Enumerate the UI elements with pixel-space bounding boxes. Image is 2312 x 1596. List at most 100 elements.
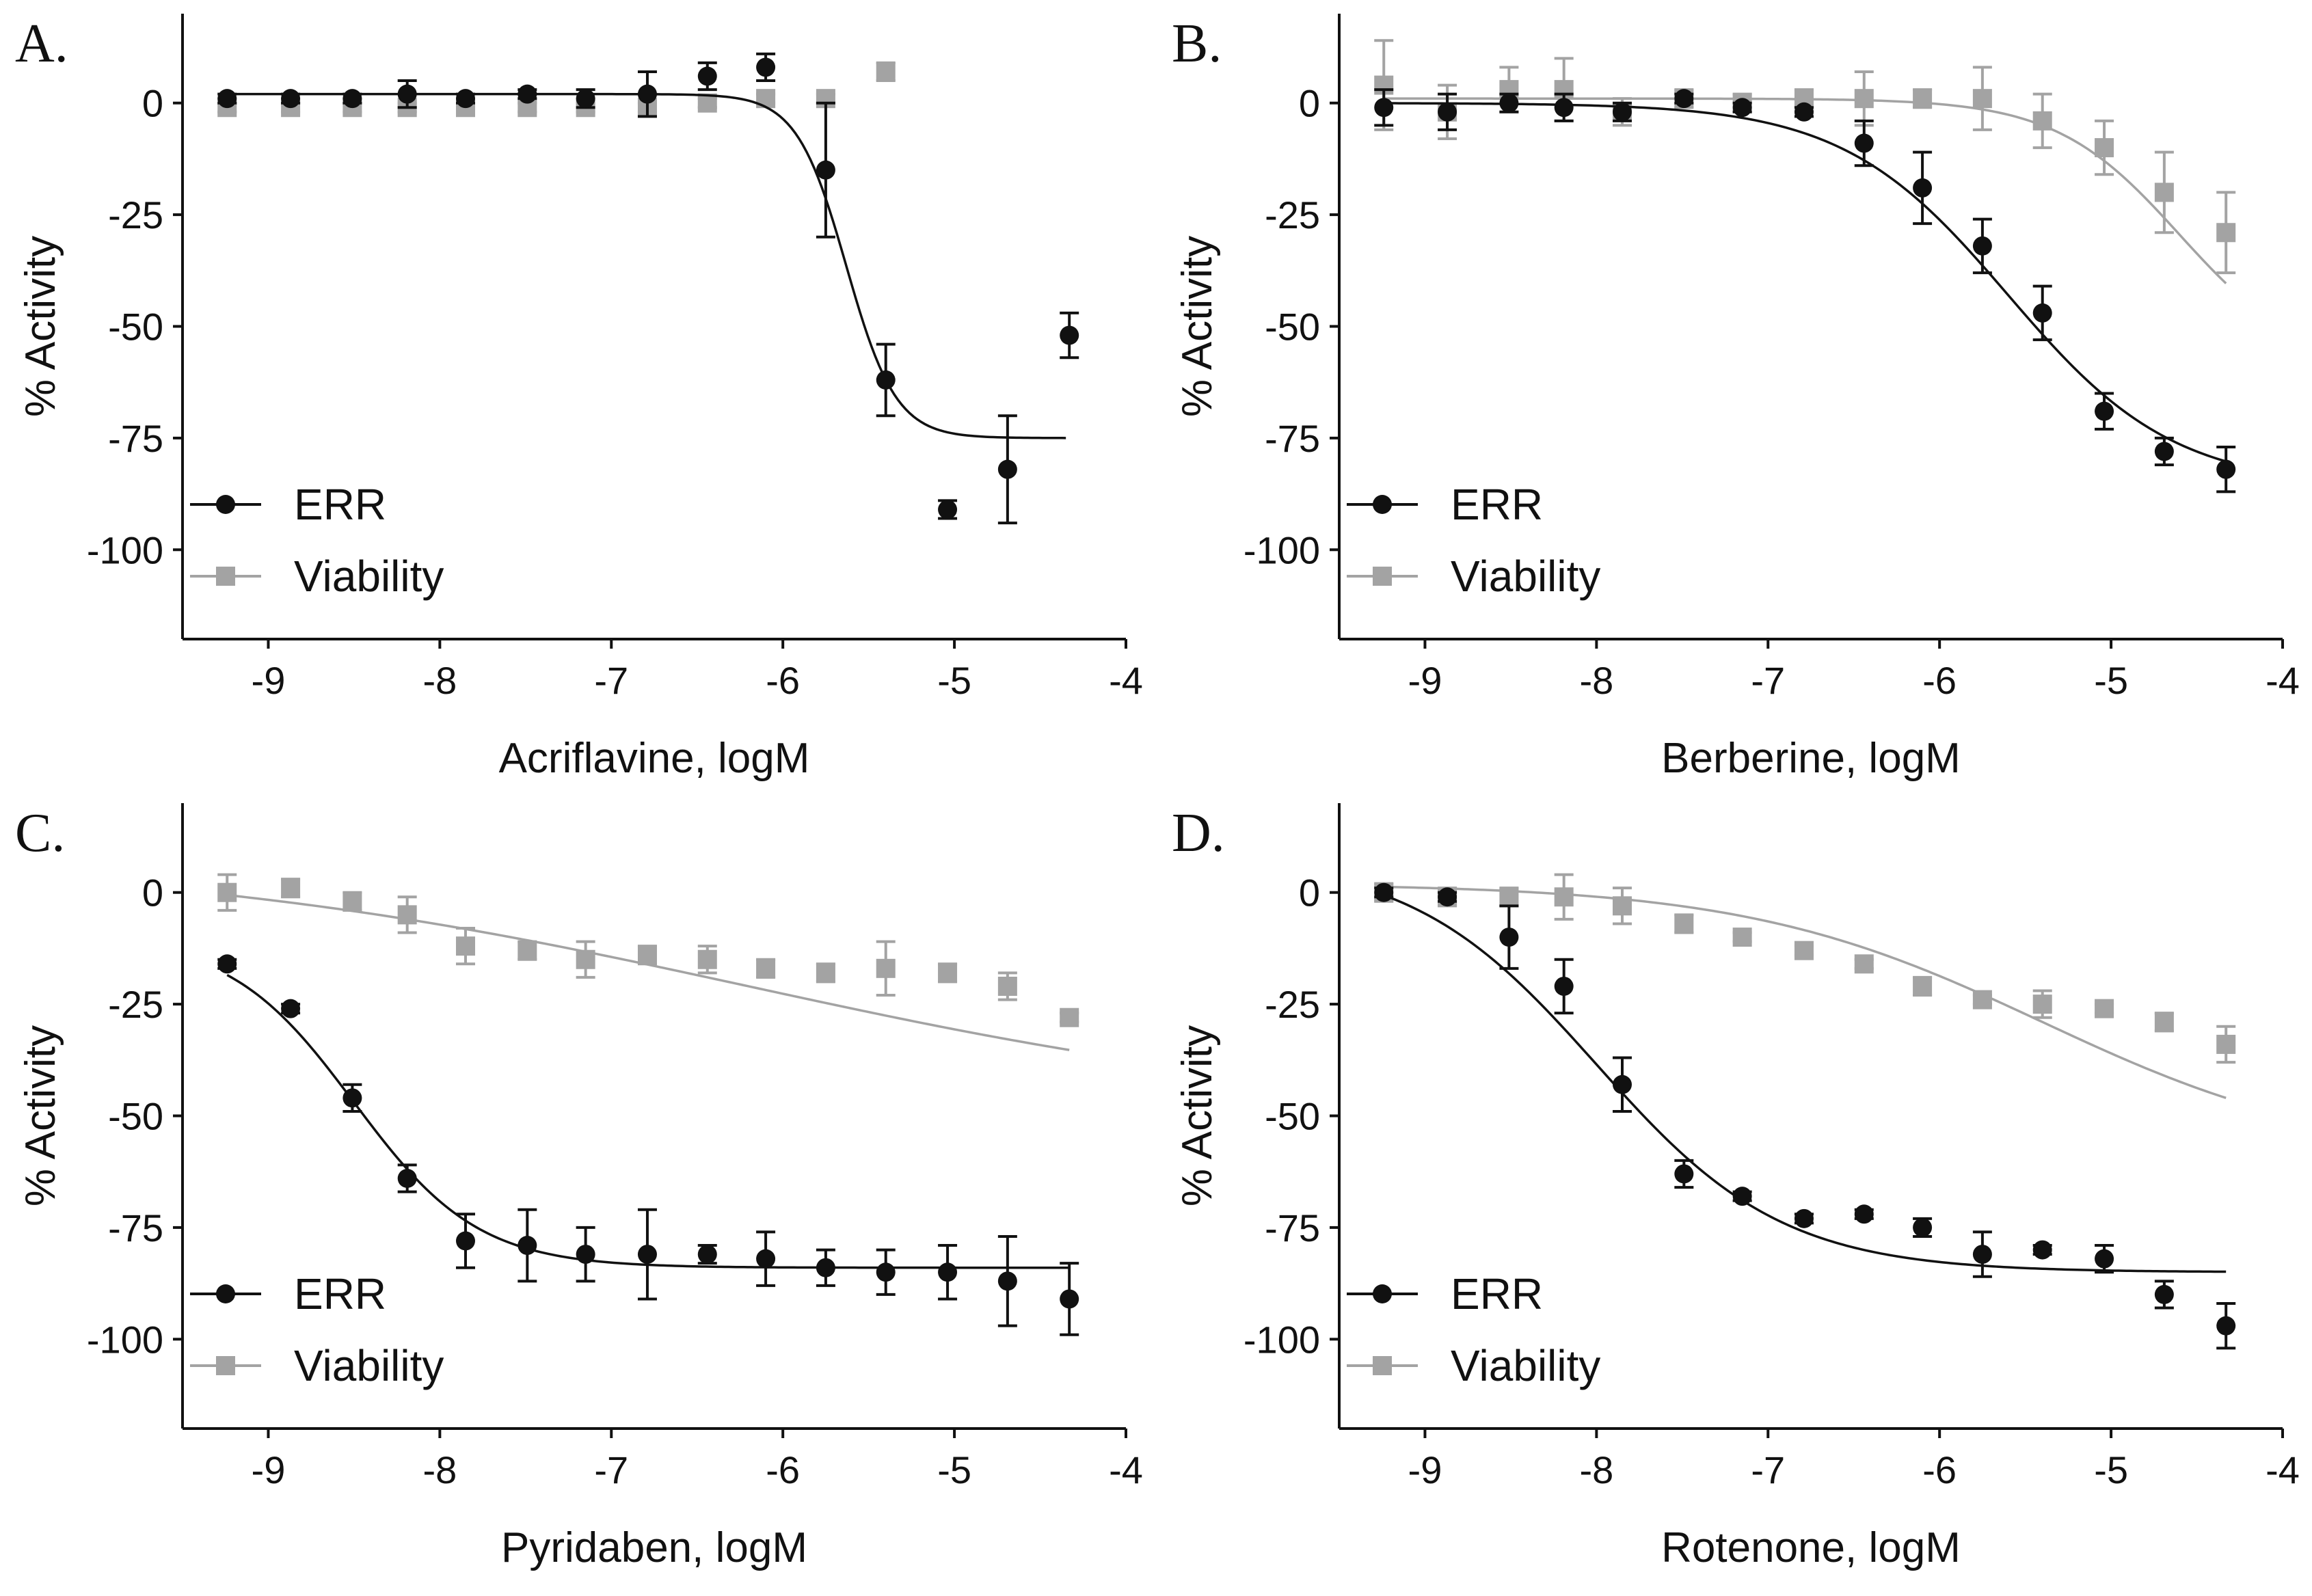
panel-4: D. 0 -25 -50 -75 -100 -9 -8 -7 -6 -5 -4 Rotenone, lo… [1172,803,2300,1571]
data-point [997,1271,1017,1291]
data-point [517,84,537,104]
panel-3: C. 0 -25 -50 -75 -100 -9 -8 -7 -6 -5 -4 Pyridaben, l… [15,803,1143,1571]
data-point [876,1262,896,1282]
data-point [217,89,237,109]
data-point [2032,1240,2052,1260]
data-point [1732,1187,1752,1206]
data-point [2154,1284,2174,1304]
data-point [876,958,896,978]
panel-letter: C. [15,803,65,863]
data-point [637,945,657,965]
y-tick-label: 0 [142,871,163,915]
y-tick-label: 0 [142,82,163,125]
legend-marker [216,567,235,586]
x-tick-label: -4 [1109,1448,1143,1491]
data-point [637,84,657,104]
data-point [1972,990,1992,1010]
data-point [281,999,301,1018]
legend-item-err: ERR [190,480,386,529]
series-viability [1374,39,2236,284]
legend-item-viability: Viability [1347,1341,1600,1390]
data-point [2154,442,2174,461]
data-point [2095,1249,2114,1269]
x-tick-label: -5 [937,1448,971,1491]
legend-item-viability: Viability [190,1341,444,1390]
data-point [342,1088,362,1108]
data-point [2216,1034,2236,1054]
data-point [217,882,237,902]
y-tick-label: -75 [1265,1206,1320,1249]
y-axis-title: % Activity [17,1025,64,1206]
data-point [1854,89,1874,109]
data-point [342,89,362,109]
y-tick-label: -25 [1265,193,1320,236]
data-point [1554,976,1574,996]
legend-label: Viability [1451,1341,1600,1390]
data-point [1854,954,1874,974]
legend-marker [216,1356,235,1375]
fit-curve-err [227,92,1066,439]
data-point [756,958,776,978]
y-tick-label: -75 [1265,417,1320,460]
x-tick-label: -6 [1922,1448,1957,1491]
y-tick-label: -50 [1265,306,1320,349]
data-point [2154,182,2174,202]
legend-label: Viability [1451,552,1600,601]
data-point [1794,1208,1814,1228]
data-point [1438,102,1457,122]
data-point [1854,133,1874,153]
data-point [1554,887,1574,907]
x-tick-label: -4 [1109,659,1143,702]
y-tick-label: -75 [108,417,163,460]
data-point [756,57,776,77]
data-point [938,500,958,519]
y-axis-title: % Activity [1174,1025,1221,1206]
x-axis-title: Acriflavine, logM [499,735,810,782]
x-tick-label: -7 [1751,1448,1785,1491]
data-point [517,941,537,960]
x-tick-label: -8 [422,659,457,702]
series-err [1374,882,2236,1350]
y-tick-label: -75 [108,1206,163,1249]
legend-label: ERR [294,480,386,529]
series-viability [1374,873,2236,1100]
x-axis-title: Pyridaben, logM [501,1524,807,1571]
data-point [456,936,475,956]
data-point [1613,1074,1632,1094]
data-point [1794,941,1814,960]
y-tick-label: -100 [1244,1318,1320,1361]
x-tick-label: -5 [937,659,971,702]
data-point [876,370,896,390]
legend-label: ERR [1451,1269,1543,1318]
x-tick-label: -5 [2094,659,2128,702]
series-viability [217,61,896,118]
y-tick-label: -100 [1244,528,1320,571]
legend: ERR Viability [1347,480,1600,601]
x-tick-label: -9 [252,659,286,702]
data-point [1794,102,1814,122]
data-point [217,954,237,974]
panel-letter: B. [1172,14,1222,74]
data-point [397,905,417,925]
legend-marker [1373,495,1392,514]
data-point [456,89,475,109]
y-tick-label: -25 [1265,983,1320,1026]
legend-label: Viability [294,552,444,601]
data-point [1913,89,1933,109]
data-point [1732,98,1752,118]
y-tick-label: 0 [1299,82,1320,125]
data-point [2032,995,2052,1014]
y-axis-title: % Activity [17,236,64,417]
data-point [2095,999,2114,1018]
data-point [1060,1007,1079,1027]
data-point [2095,401,2114,421]
data-point [997,976,1017,996]
data-point [2032,303,2052,323]
data-point [2154,1012,2174,1032]
data-point [637,1245,657,1264]
x-tick-label: -8 [1579,1448,1613,1491]
fit-curve-viability [1384,885,2227,1100]
data-point [1674,914,1694,934]
data-point [816,160,835,180]
